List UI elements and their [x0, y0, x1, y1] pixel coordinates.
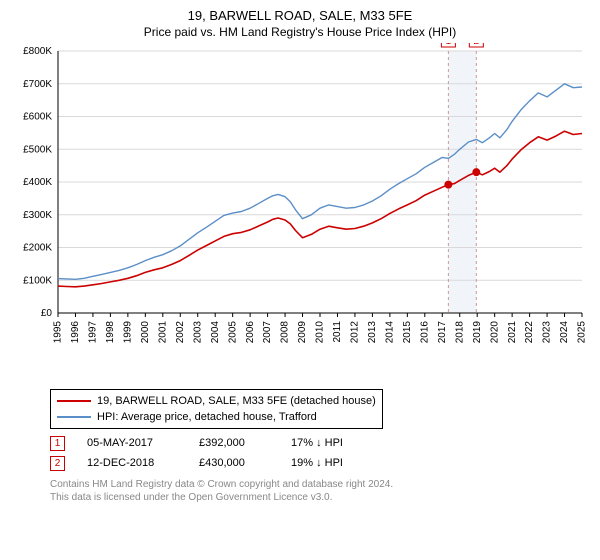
svg-text:2018: 2018 — [454, 321, 465, 344]
svg-text:2012: 2012 — [350, 321, 361, 344]
chart-container: 19, BARWELL ROAD, SALE, M33 5FE Price pa… — [0, 0, 600, 510]
chart-area: £0 £100K £200K £300K £400K £500K £600K £700K £80… — [10, 43, 590, 383]
svg-text:1995: 1995 — [53, 321, 64, 344]
svg-text:£200K: £200K — [23, 243, 52, 254]
footnote-line: This data is licensed under the Open Gov… — [50, 492, 590, 505]
legend-label: 19, BARWELL ROAD, SALE, M33 5FE (detache… — [97, 395, 376, 407]
transaction-date: 05-MAY-2017 — [87, 437, 177, 449]
footnote-line: Contains HM Land Registry data © Crown c… — [50, 479, 590, 492]
svg-text:1999: 1999 — [123, 321, 134, 344]
svg-text:2006: 2006 — [245, 321, 256, 344]
chart-subtitle: Price paid vs. HM Land Registry's House … — [10, 25, 590, 39]
svg-text:2014: 2014 — [385, 321, 396, 344]
table-row: 2 12-DEC-2018 £430,000 19% ↓ HPI — [50, 453, 590, 473]
svg-text:2: 2 — [474, 43, 480, 47]
svg-text:£600K: £600K — [23, 112, 52, 123]
svg-text:2025: 2025 — [577, 321, 588, 344]
transaction-price: £392,000 — [199, 437, 269, 449]
svg-text:2001: 2001 — [157, 321, 168, 344]
table-row: 1 05-MAY-2017 £392,000 17% ↓ HPI — [50, 433, 590, 453]
svg-text:2003: 2003 — [192, 321, 203, 344]
transaction-badge-icon: 1 — [50, 436, 65, 451]
legend: 19, BARWELL ROAD, SALE, M33 5FE (detache… — [50, 389, 383, 429]
transaction-diff: 17% ↓ HPI — [291, 437, 371, 449]
svg-text:£400K: £400K — [23, 177, 52, 188]
legend-label: HPI: Average price, detached house, Traf… — [97, 411, 317, 423]
svg-text:2022: 2022 — [524, 321, 535, 344]
legend-swatch-icon — [57, 400, 91, 402]
svg-text:2021: 2021 — [507, 321, 518, 344]
svg-text:1998: 1998 — [105, 321, 116, 344]
svg-text:2019: 2019 — [472, 321, 483, 344]
svg-text:2024: 2024 — [559, 321, 570, 344]
svg-text:1: 1 — [446, 43, 452, 47]
svg-text:£0: £0 — [41, 308, 53, 319]
svg-text:£800K: £800K — [23, 46, 52, 57]
svg-text:1996: 1996 — [70, 321, 81, 344]
svg-text:2009: 2009 — [297, 321, 308, 344]
legend-item: HPI: Average price, detached house, Traf… — [57, 409, 376, 425]
svg-text:2017: 2017 — [437, 321, 448, 344]
svg-text:2004: 2004 — [210, 321, 221, 344]
svg-text:£100K: £100K — [23, 275, 52, 286]
svg-text:£500K: £500K — [23, 144, 52, 155]
svg-text:2023: 2023 — [542, 321, 553, 344]
transaction-badge-icon: 2 — [50, 456, 65, 471]
legend-swatch-icon — [57, 416, 91, 418]
svg-text:2016: 2016 — [419, 321, 430, 344]
legend-item: 19, BARWELL ROAD, SALE, M33 5FE (detache… — [57, 393, 376, 409]
svg-text:2000: 2000 — [140, 321, 151, 344]
svg-text:2008: 2008 — [280, 321, 291, 344]
transaction-date: 12-DEC-2018 — [87, 457, 177, 469]
svg-text:2002: 2002 — [175, 321, 186, 344]
svg-text:2013: 2013 — [367, 321, 378, 344]
line-chart-svg: £0 £100K £200K £300K £400K £500K £600K £700K £80… — [10, 43, 590, 383]
svg-text:1997: 1997 — [88, 321, 99, 344]
svg-text:2015: 2015 — [402, 321, 413, 344]
transaction-diff: 19% ↓ HPI — [291, 457, 371, 469]
svg-text:£300K: £300K — [23, 210, 52, 221]
svg-text:2005: 2005 — [227, 321, 238, 344]
chart-title: 19, BARWELL ROAD, SALE, M33 5FE — [10, 8, 590, 23]
transaction-price: £430,000 — [199, 457, 269, 469]
svg-text:2007: 2007 — [262, 321, 273, 344]
svg-text:2011: 2011 — [332, 321, 343, 343]
footnote: Contains HM Land Registry data © Crown c… — [50, 479, 590, 504]
transactions-table: 1 05-MAY-2017 £392,000 17% ↓ HPI 2 12-DE… — [50, 433, 590, 473]
svg-text:2020: 2020 — [489, 321, 500, 344]
svg-text:£700K: £700K — [23, 79, 52, 90]
titles: 19, BARWELL ROAD, SALE, M33 5FE Price pa… — [10, 8, 590, 39]
svg-text:2010: 2010 — [315, 321, 326, 344]
